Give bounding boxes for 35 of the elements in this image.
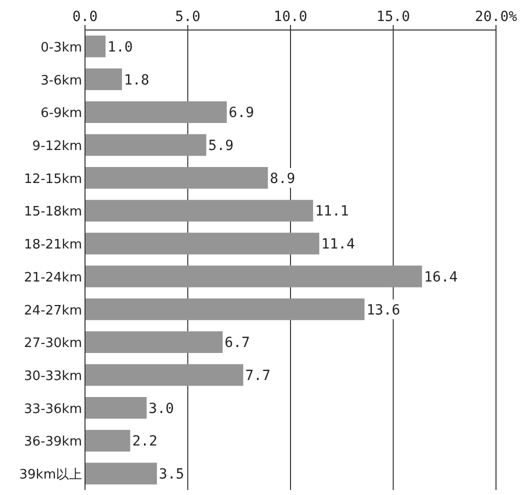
data-label: 1.0 [108,39,133,56]
y-tick-label: 27-30km [24,336,82,352]
y-tick-label: 39km以上 [19,468,82,483]
x-tick-label: 20.0% [474,9,518,25]
y-tick-label: 36-39km [24,434,82,450]
data-label: 6.9 [228,105,254,122]
data-label: 11.1 [315,204,349,220]
x-tick-label: 10.0 [274,9,308,25]
y-tick-label: 30-33km [24,369,82,384]
x-tick-label: 5.0 [175,9,200,25]
y-tick-label: 9-12km [32,139,82,154]
y-tick-label: 21-24km [24,270,82,286]
y-tick-label: 24-27km [24,303,82,318]
data-label: 8.9 [270,170,296,187]
y-tick-label: 6-9km [40,106,82,122]
y-tick-label: 33-36km [24,402,82,417]
data-label: 2.2 [132,434,158,450]
y-tick-label: 12-15km [24,172,82,187]
bar [85,298,364,320]
y-tick-label: 18-21km [24,238,82,253]
data-label: 1.8 [124,72,150,88]
y-tick-label: 3-6km [40,73,82,88]
x-tick-label: 15.0 [376,9,410,25]
data-label: 3.0 [148,400,174,417]
data-label: 3.5 [158,466,184,483]
x-tick-label: 0.0 [72,9,98,25]
data-label: 6.7 [224,335,250,352]
data-label: 5.9 [208,138,234,154]
data-label: 16.4 [424,269,458,286]
y-tick-label: 0-3km [40,40,82,56]
data-label: 11.4 [321,236,355,253]
data-label: 7.7 [245,368,271,384]
bar [85,167,268,189]
data-label: 13.6 [366,302,400,318]
y-tick-label: 15-18km [24,204,82,220]
